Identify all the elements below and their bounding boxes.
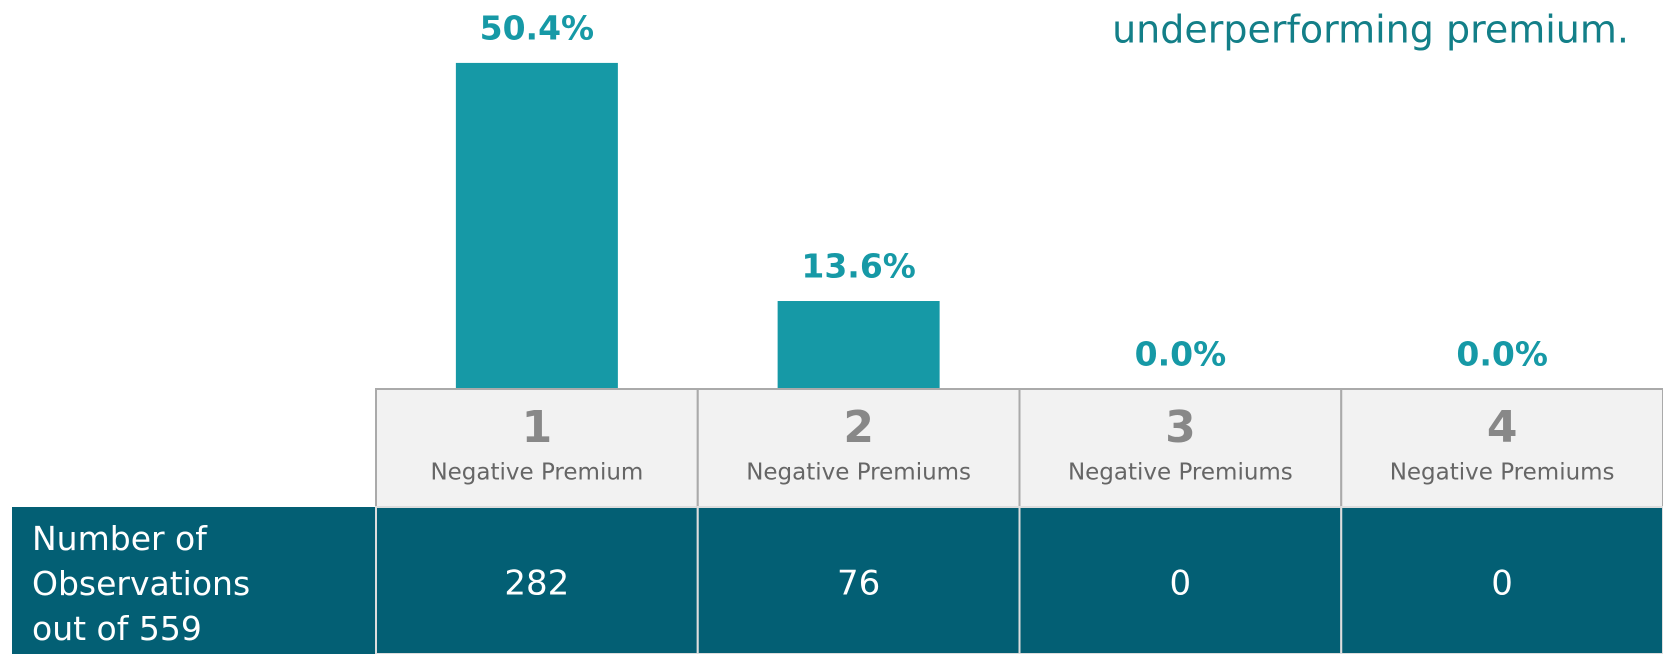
- category-label: Negative Premium: [430, 460, 643, 486]
- row-label-total: 559: [139, 609, 202, 648]
- category-number: 1: [522, 402, 553, 453]
- header-cell: [696, 388, 1021, 508]
- header-cell: [1340, 388, 1663, 508]
- category-label: Negative Premiums: [1390, 460, 1615, 486]
- value-label: 0.0%: [1135, 335, 1227, 374]
- category-number: 3: [1165, 402, 1196, 453]
- category-number: 2: [843, 402, 874, 453]
- row-label-cell: [12, 507, 376, 654]
- header-cell: [1018, 388, 1343, 508]
- count: 282: [504, 564, 569, 604]
- category-label: Negative Premiums: [1068, 460, 1293, 486]
- count: 76: [837, 564, 880, 604]
- row-label-line: Number of: [32, 519, 208, 558]
- chart-title: underperforming premium.: [1112, 8, 1629, 52]
- row-label-line: Observations: [32, 564, 250, 603]
- category-label: Negative Premiums: [746, 460, 971, 486]
- row-label-line: out of: [32, 609, 139, 648]
- row-label: Number of Observations out of 559: [32, 519, 250, 648]
- count: 0: [1170, 564, 1192, 604]
- count: 0: [1491, 564, 1513, 604]
- bar: [777, 301, 940, 389]
- value-label: 50.4%: [480, 8, 595, 47]
- bar: [455, 62, 618, 390]
- value-label: 0.0%: [1456, 335, 1548, 374]
- count-cell: [1340, 506, 1663, 654]
- header-cell: [375, 388, 699, 508]
- count-cell: [696, 506, 1021, 654]
- count-cell: [1018, 506, 1343, 654]
- value-label: 13.6%: [801, 247, 916, 286]
- category-number: 4: [1487, 402, 1518, 453]
